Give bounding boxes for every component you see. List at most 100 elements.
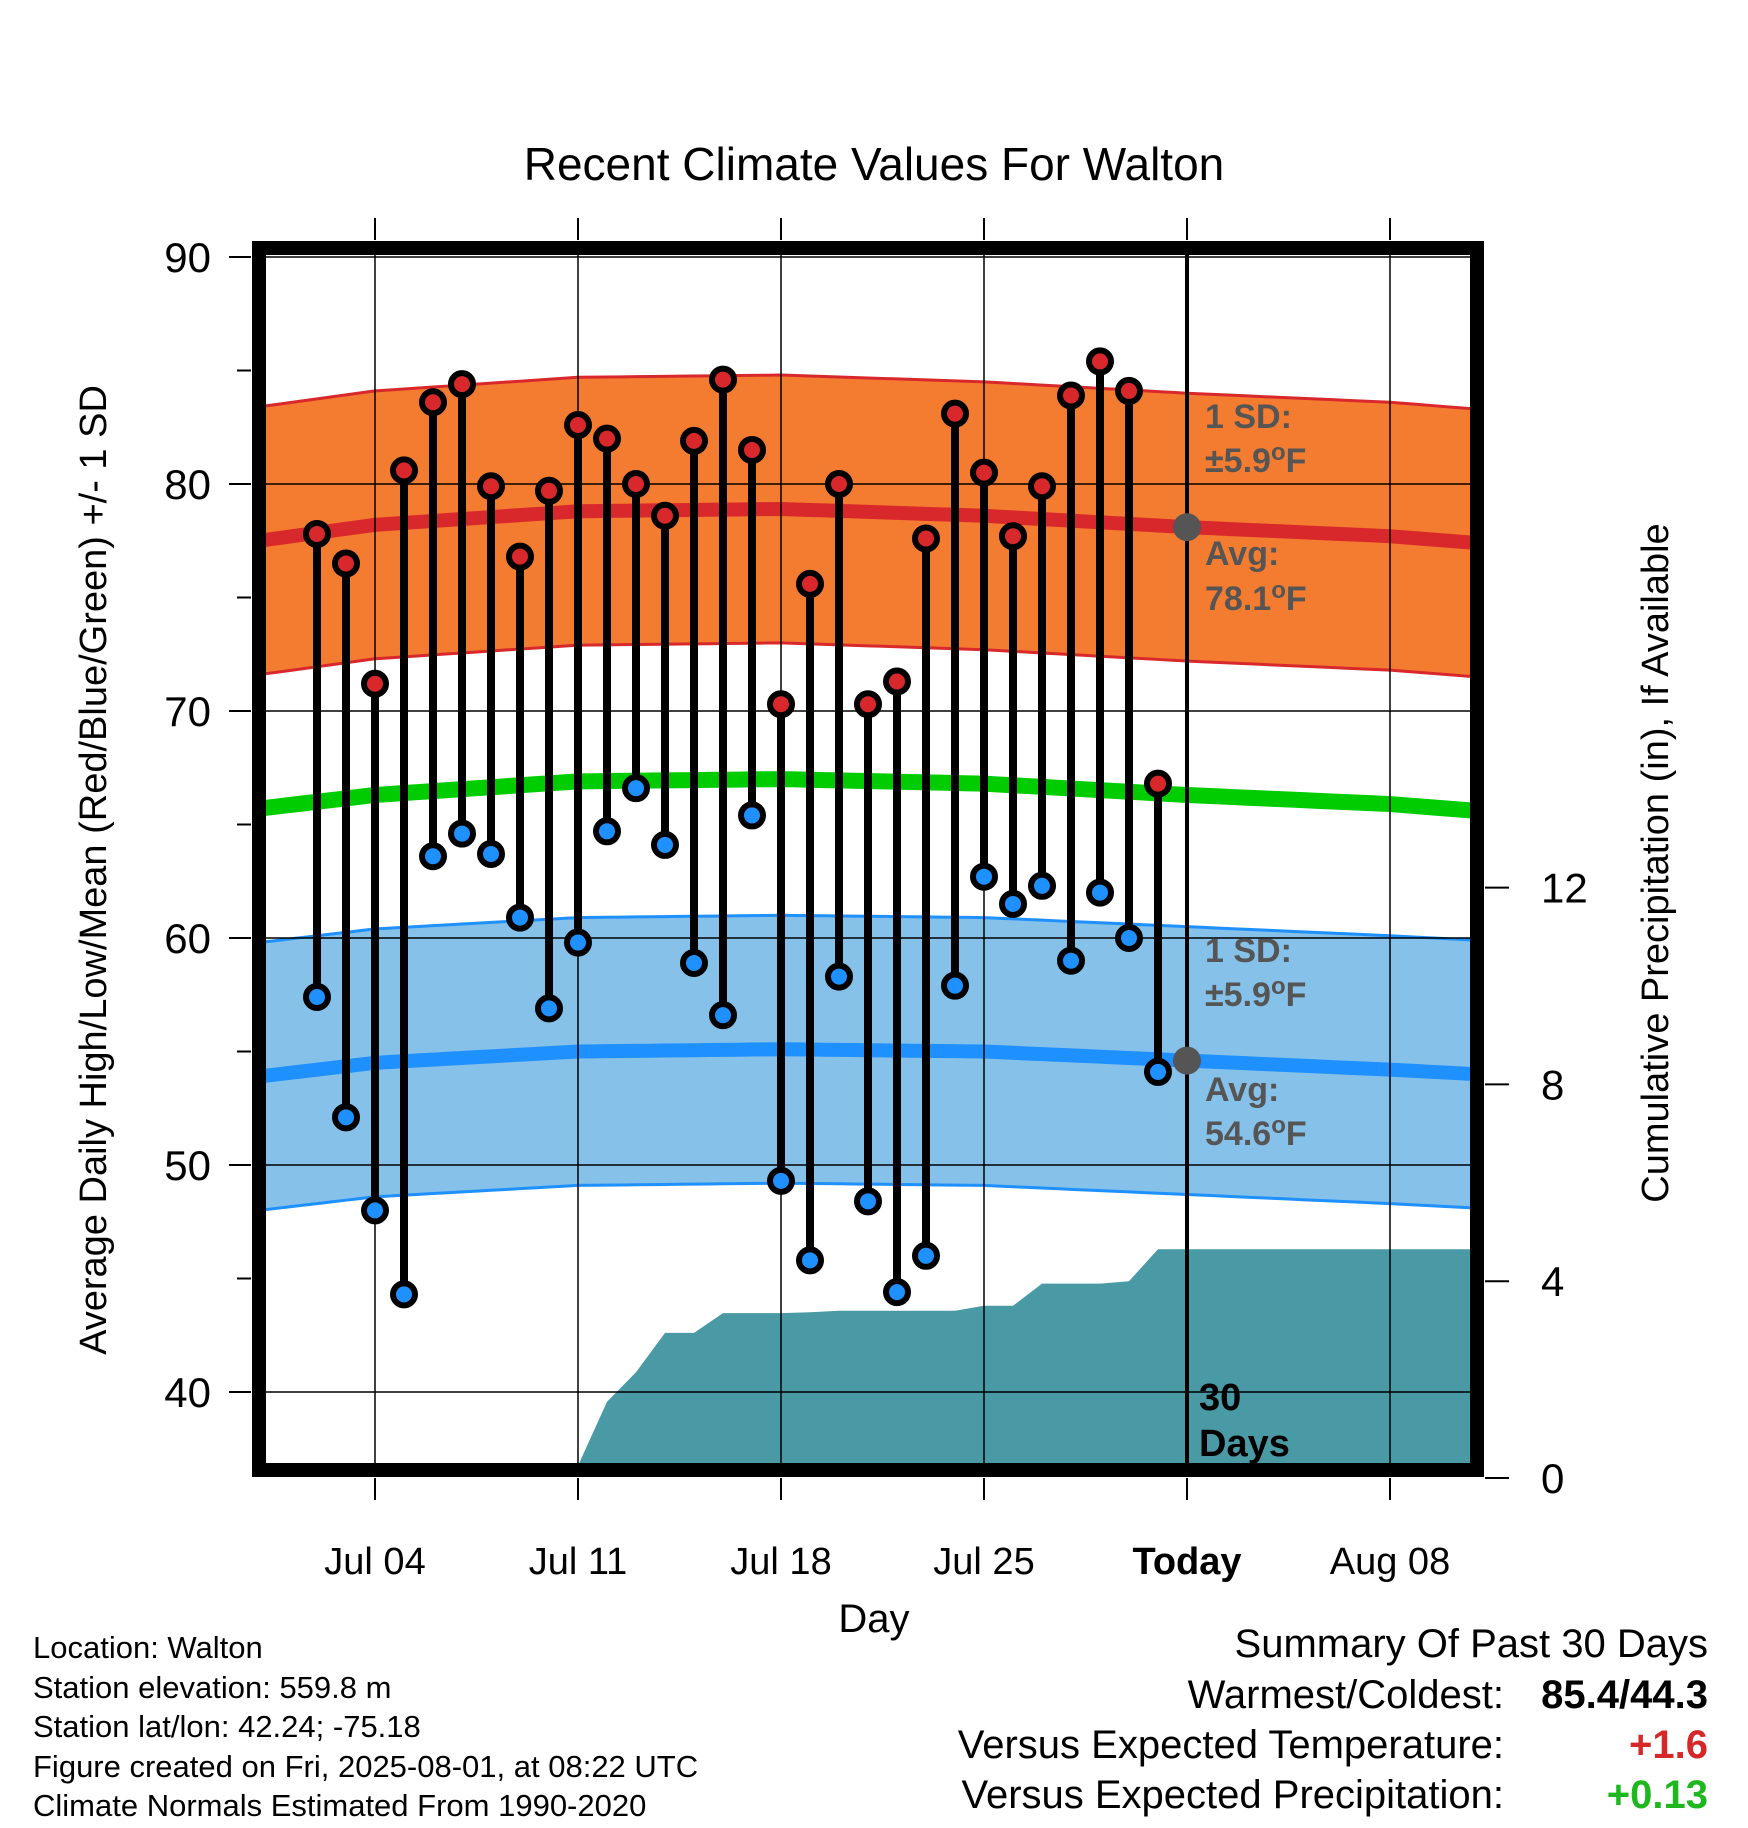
summary-temp-row: Versus Expected Temperature: +1.6 [958, 1720, 1708, 1770]
high-avg-marker [1173, 513, 1201, 542]
high-temp-point [506, 542, 534, 571]
low-temp-point [912, 1241, 940, 1270]
high-temp-point [535, 476, 563, 505]
low-temp-point [970, 862, 998, 891]
low-temp-point [767, 1166, 795, 1195]
high-temp-point [999, 522, 1027, 551]
high-temp-point [825, 470, 853, 498]
summary-panel: Summary Of Past 30 Days Warmest/Coldest:… [958, 1618, 1708, 1820]
y-tick-label: 60 [164, 915, 211, 962]
high-temp-point [680, 426, 708, 455]
high-temp-point [303, 519, 331, 548]
low-temp-point [651, 830, 679, 859]
y-tick-label: 80 [164, 461, 211, 508]
high-temp-point [332, 549, 360, 578]
low-temp-point [825, 962, 853, 991]
high-temp-point [970, 458, 998, 487]
low-temp-point [1115, 924, 1143, 952]
precip-departure-label: Versus Expected Precipitation: [961, 1773, 1504, 1817]
low-temp-point [941, 971, 969, 1000]
low-temp-point [303, 983, 331, 1012]
station-elevation: Station elevation: 559.8 m [33, 1669, 392, 1705]
y-tick-label: 70 [164, 688, 211, 735]
low-temp-point [854, 1187, 882, 1216]
low-sd-label: 1 SD: [1205, 932, 1292, 970]
low-temp-point [506, 903, 534, 932]
high-temp-point [361, 669, 389, 698]
x-tick-label: Jul 18 [730, 1541, 831, 1583]
y-tick-label: 90 [164, 234, 211, 281]
high-sd-value: ±5.9oF [1205, 439, 1306, 480]
x-tick-label: Jul 11 [529, 1541, 628, 1583]
x-tick-label: Aug 08 [1330, 1541, 1450, 1583]
high-sd-label: 1 SD: [1205, 398, 1292, 436]
summary-precip-row: Versus Expected Precipitation: +0.13 [958, 1770, 1708, 1820]
low-temp-point [390, 1280, 418, 1309]
precipitation-area [558, 1249, 1477, 1470]
low-temp-point [1057, 946, 1085, 975]
climate-normals-note: Climate Normals Estimated From 1990-2020 [33, 1788, 647, 1823]
y2-axis-label: Cumulative Precipitation (in), If Availa… [1635, 523, 1677, 1202]
x-axis-label: Day [838, 1597, 909, 1641]
low-temp-point [680, 948, 708, 977]
high-temp-point [651, 501, 679, 530]
y2-tick-label: 12 [1541, 865, 1588, 912]
low-temp-point [419, 842, 447, 871]
station-info: Location: Walton Station elevation: 559.… [33, 1628, 698, 1826]
chart-title: Recent Climate Values For Walton [524, 138, 1225, 190]
low-temp-point [999, 889, 1027, 918]
high-temp-point [477, 472, 505, 501]
high-temp-point [738, 435, 766, 464]
high-temp-point [593, 424, 621, 453]
high-temp-point [854, 690, 882, 719]
high-temp-point [1115, 376, 1143, 405]
high-temp-point [941, 399, 969, 428]
temp-departure-value: +1.6 [1629, 1723, 1708, 1767]
high-temp-point [796, 569, 824, 598]
y2-tick-label: 0 [1541, 1455, 1564, 1502]
y2-tick-label: 8 [1541, 1061, 1564, 1108]
low-temp-point [1028, 871, 1056, 900]
low-temp-point [1086, 878, 1114, 907]
high-avg-value: 78.1oF [1205, 577, 1307, 618]
high-temp-point [564, 410, 592, 439]
days-word-label: Days [1199, 1423, 1290, 1465]
warmest-coldest-label: Warmest/Coldest: [1187, 1673, 1504, 1717]
high-temp-point [709, 365, 737, 394]
low-temp-point [564, 928, 592, 957]
low-temp-point [535, 994, 563, 1023]
station-latlon: Station lat/lon: 42.24; -75.18 [33, 1709, 421, 1744]
x-tick-label: Today [1132, 1541, 1241, 1583]
summary-title: Summary Of Past 30 Days [1234, 1622, 1708, 1666]
warmest-coldest-value: 85.4/44.3 [1541, 1673, 1708, 1717]
low-temp-point [1144, 1057, 1172, 1086]
high-temp-point [883, 667, 911, 696]
low-avg-value: 54.6oF [1205, 1112, 1307, 1153]
high-temp-point [419, 388, 447, 417]
high-temp-point [767, 690, 795, 719]
y-tick-label: 40 [164, 1369, 211, 1416]
low-temp-point [448, 819, 476, 848]
high-avg-label: Avg: [1205, 535, 1279, 573]
station-location: Location: Walton [33, 1630, 263, 1665]
high-normal-band [259, 375, 1477, 677]
summary-warmest-row: Warmest/Coldest: 85.4/44.3 [958, 1670, 1708, 1720]
low-temp-point [332, 1103, 360, 1132]
high-temp-point [1028, 472, 1056, 501]
precip-departure-value: +0.13 [1606, 1773, 1708, 1817]
low-temp-point [709, 1001, 737, 1030]
plot-frame [252, 241, 1484, 1477]
high-temp-point [1144, 769, 1172, 798]
high-temp-point [390, 456, 418, 485]
low-avg-label: Avg: [1205, 1071, 1279, 1109]
plot-annotations: 40 50 60 70 80 90 0 4 8 12 Jul 04 Jul 11 Jul 18 Jul 2… [164, 218, 1588, 1583]
figure-created: Figure created on Fri, 2025-08-01, at 08… [33, 1748, 699, 1784]
low-temp-point [361, 1196, 389, 1225]
days-count-label: 30 [1199, 1377, 1241, 1419]
y-axis-label: Average Daily High/Low/Mean (Red/Blue/Gr… [73, 385, 115, 1355]
high-temp-point [622, 470, 650, 498]
high-temp-point [1086, 347, 1114, 376]
